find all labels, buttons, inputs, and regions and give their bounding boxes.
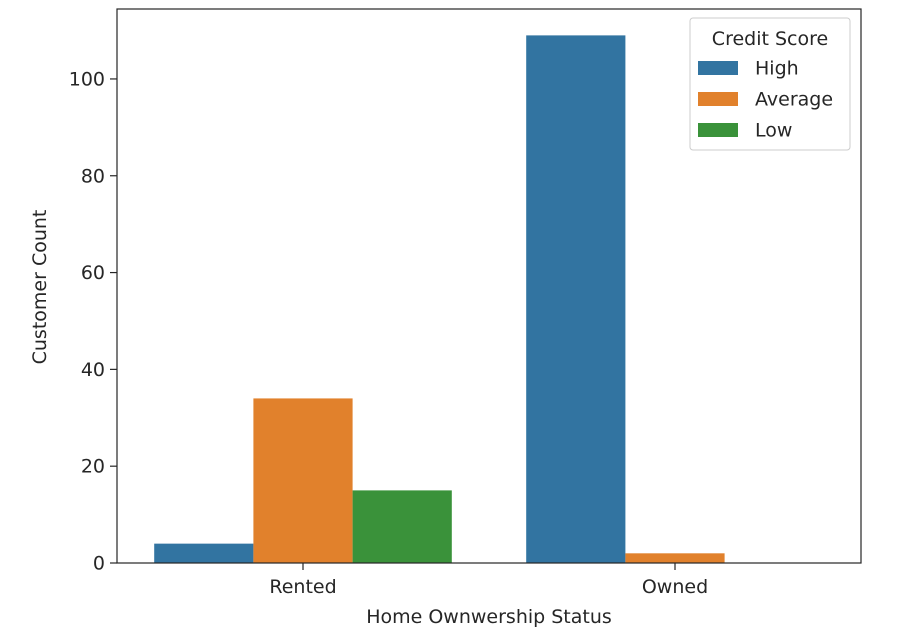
legend-swatch-average xyxy=(698,92,738,106)
legend-swatch-low xyxy=(698,123,738,137)
legend-label-average: Average xyxy=(755,89,833,111)
x-axis: Rented Owned xyxy=(269,563,708,598)
x-tick-label: Owned xyxy=(642,576,708,598)
bars-group xyxy=(154,35,725,563)
legend-box xyxy=(689,17,851,151)
y-tick-label: 80 xyxy=(81,165,105,187)
x-axis-title: Home Ownwership Status xyxy=(366,606,612,628)
bar-low-rented xyxy=(352,490,452,563)
bar-high-owned xyxy=(526,35,626,563)
legend-label-high: High xyxy=(755,58,799,80)
plot-frame xyxy=(116,8,862,564)
y-tick-label: 40 xyxy=(81,359,105,381)
y-tick-label: 0 xyxy=(93,553,105,575)
x-tick-label: Rented xyxy=(269,576,336,598)
legend: Credit Score High Average Low xyxy=(689,17,851,151)
bar-average-owned xyxy=(625,553,725,563)
legend-swatch-high xyxy=(698,61,738,75)
bar-average-rented xyxy=(253,398,353,563)
y-axis: 0 20 40 60 80 100 xyxy=(69,68,117,575)
y-tick-label: 20 xyxy=(81,456,105,478)
y-tick-label: 100 xyxy=(69,68,105,90)
y-tick-label: 60 xyxy=(81,262,105,284)
y-axis-title: Customer Count xyxy=(29,210,51,365)
legend-label-low: Low xyxy=(755,120,792,142)
legend-title: Credit Score xyxy=(712,28,828,50)
bar-high-rented xyxy=(154,543,254,563)
